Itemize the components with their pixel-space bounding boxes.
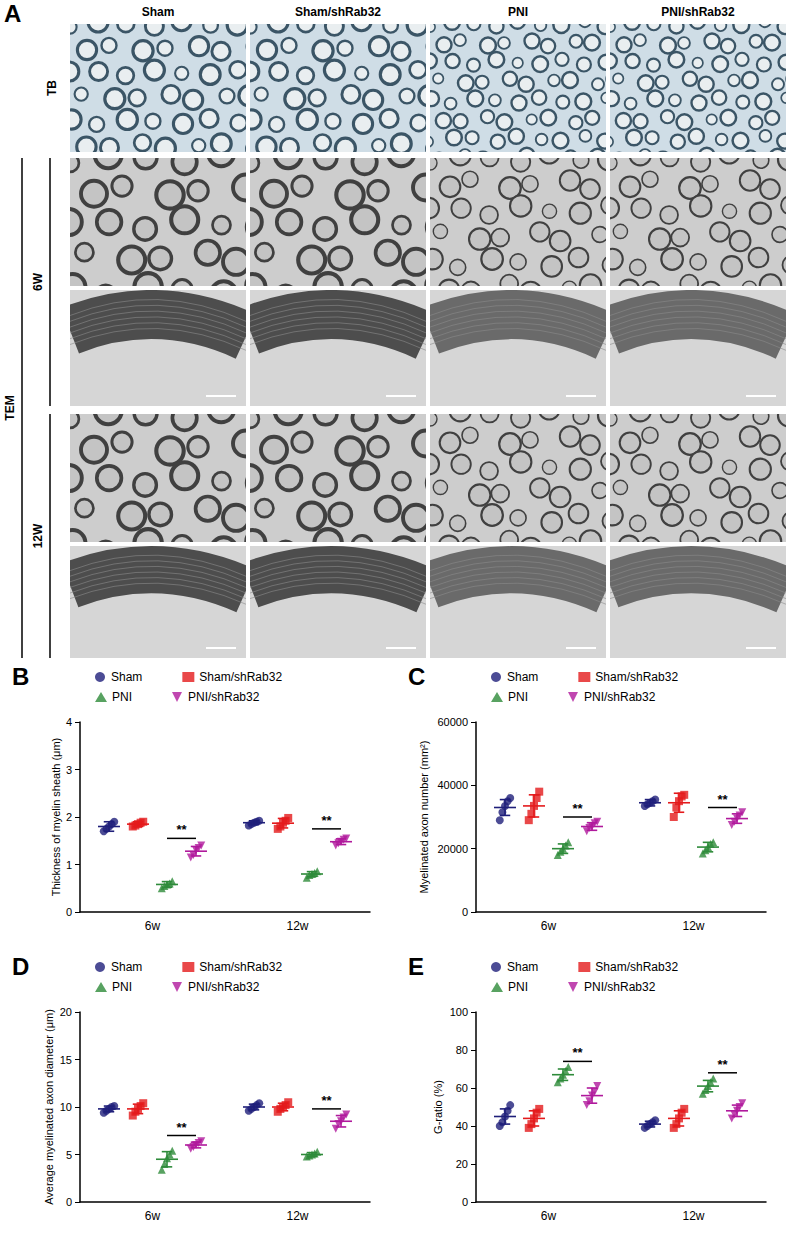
svg-text:0: 0: [66, 1196, 72, 1208]
svg-text:E: E: [408, 953, 424, 980]
svg-text:12w: 12w: [286, 919, 308, 933]
svg-text:**: **: [572, 801, 583, 816]
svg-text:**: **: [321, 1093, 332, 1108]
svg-text:6w: 6w: [541, 919, 557, 933]
svg-text:**: **: [717, 1057, 728, 1072]
svg-text:Sham: Sham: [507, 670, 538, 684]
svg-text:Sham: Sham: [111, 670, 142, 684]
svg-text:2: 2: [66, 811, 72, 823]
svg-text:PNI: PNI: [112, 690, 132, 704]
svg-text:Sham/shRab32: Sham/shRab32: [595, 960, 678, 974]
svg-text:**: **: [176, 822, 187, 837]
svg-text:6W: 6W: [31, 272, 45, 291]
svg-text:D: D: [12, 953, 29, 980]
svg-text:TEM: TEM: [3, 395, 17, 420]
svg-text:3: 3: [66, 764, 72, 776]
svg-text:B: B: [12, 663, 29, 690]
svg-text:Sham: Sham: [142, 5, 175, 19]
svg-text:PNI/shRab32: PNI/shRab32: [584, 690, 656, 704]
svg-text:12w: 12w: [682, 1209, 704, 1223]
svg-text:TB: TB: [45, 80, 59, 96]
svg-text:Sham/shRab32: Sham/shRab32: [199, 960, 282, 974]
svg-text:Sham/shRab32: Sham/shRab32: [595, 670, 678, 684]
svg-text:Average myelinated axon diamet: Average myelinated axon diameter (μm): [43, 1009, 55, 1205]
svg-text:4: 4: [66, 716, 72, 728]
svg-text:PNI/shRab32: PNI/shRab32: [584, 980, 656, 994]
svg-text:20000: 20000: [437, 843, 468, 855]
svg-text:**: **: [572, 1045, 583, 1060]
svg-text:A: A: [4, 0, 21, 27]
svg-text:80: 80: [456, 1044, 468, 1056]
svg-text:PNI/shRab32: PNI/shRab32: [188, 690, 260, 704]
svg-text:12w: 12w: [286, 1209, 308, 1223]
svg-text:10: 10: [60, 1101, 72, 1113]
svg-text:C: C: [408, 663, 425, 690]
svg-text:PNI: PNI: [508, 5, 528, 19]
svg-text:PNI/shRab32: PNI/shRab32: [661, 5, 735, 19]
svg-text:PNI/shRab32: PNI/shRab32: [188, 980, 260, 994]
svg-text:6w: 6w: [145, 1209, 161, 1223]
svg-text:Myelinated axon number (mm²): Myelinated axon number (mm²): [418, 741, 430, 894]
svg-text:1: 1: [66, 859, 72, 871]
svg-text:0: 0: [66, 906, 72, 918]
svg-text:0: 0: [462, 906, 468, 918]
svg-text:Thickness of myelin sheath (μm: Thickness of myelin sheath (μm): [50, 738, 62, 897]
svg-text:6w: 6w: [145, 919, 161, 933]
svg-text:Sham: Sham: [507, 960, 538, 974]
svg-text:**: **: [717, 792, 728, 807]
svg-text:20: 20: [60, 1006, 72, 1018]
svg-text:12W: 12W: [31, 523, 45, 548]
svg-text:Sham: Sham: [111, 960, 142, 974]
svg-text:100: 100: [450, 1006, 468, 1018]
svg-text:0: 0: [462, 1196, 468, 1208]
svg-text:20: 20: [456, 1158, 468, 1170]
svg-text:60: 60: [456, 1082, 468, 1094]
svg-text:PNI: PNI: [112, 980, 132, 994]
svg-text:G-ratio (%): G-ratio (%): [432, 1080, 444, 1134]
svg-text:Sham/shRab32: Sham/shRab32: [199, 670, 282, 684]
svg-text:5: 5: [66, 1149, 72, 1161]
svg-text:60000: 60000: [437, 716, 468, 728]
svg-text:40: 40: [456, 1120, 468, 1132]
svg-text:PNI: PNI: [508, 690, 528, 704]
svg-text:**: **: [176, 1120, 187, 1135]
svg-text:40000: 40000: [437, 779, 468, 791]
svg-text:6w: 6w: [541, 1209, 557, 1223]
svg-text:12w: 12w: [682, 919, 704, 933]
svg-text:15: 15: [60, 1054, 72, 1066]
svg-text:PNI: PNI: [508, 980, 528, 994]
svg-text:**: **: [321, 813, 332, 828]
svg-text:Sham/shRab32: Sham/shRab32: [295, 5, 381, 19]
